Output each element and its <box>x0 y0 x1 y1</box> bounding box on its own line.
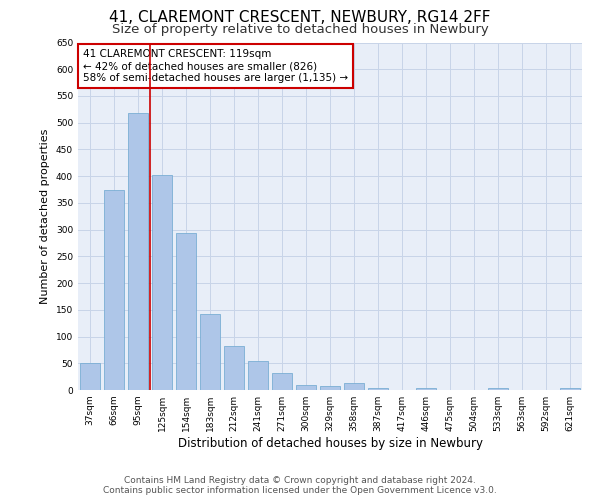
X-axis label: Distribution of detached houses by size in Newbury: Distribution of detached houses by size … <box>178 437 482 450</box>
Bar <box>296 384 316 390</box>
Bar <box>200 314 220 390</box>
Text: Size of property relative to detached houses in Newbury: Size of property relative to detached ho… <box>112 22 488 36</box>
Bar <box>128 113 148 390</box>
Bar <box>80 364 100 390</box>
Bar <box>104 190 124 390</box>
Bar <box>368 388 388 390</box>
Bar <box>416 388 436 390</box>
Text: 41, CLAREMONT CRESCENT, NEWBURY, RG14 2FF: 41, CLAREMONT CRESCENT, NEWBURY, RG14 2F… <box>109 10 491 25</box>
Bar <box>152 174 172 390</box>
Bar <box>272 374 292 390</box>
Bar <box>224 346 244 390</box>
Bar <box>176 234 196 390</box>
Text: Contains HM Land Registry data © Crown copyright and database right 2024.
Contai: Contains HM Land Registry data © Crown c… <box>103 476 497 495</box>
Bar <box>560 388 580 390</box>
Bar <box>488 388 508 390</box>
Text: 41 CLAREMONT CRESCENT: 119sqm
← 42% of detached houses are smaller (826)
58% of : 41 CLAREMONT CRESCENT: 119sqm ← 42% of d… <box>83 50 348 82</box>
Y-axis label: Number of detached properties: Number of detached properties <box>40 128 50 304</box>
Bar <box>320 386 340 390</box>
Bar <box>344 383 364 390</box>
Bar <box>248 360 268 390</box>
